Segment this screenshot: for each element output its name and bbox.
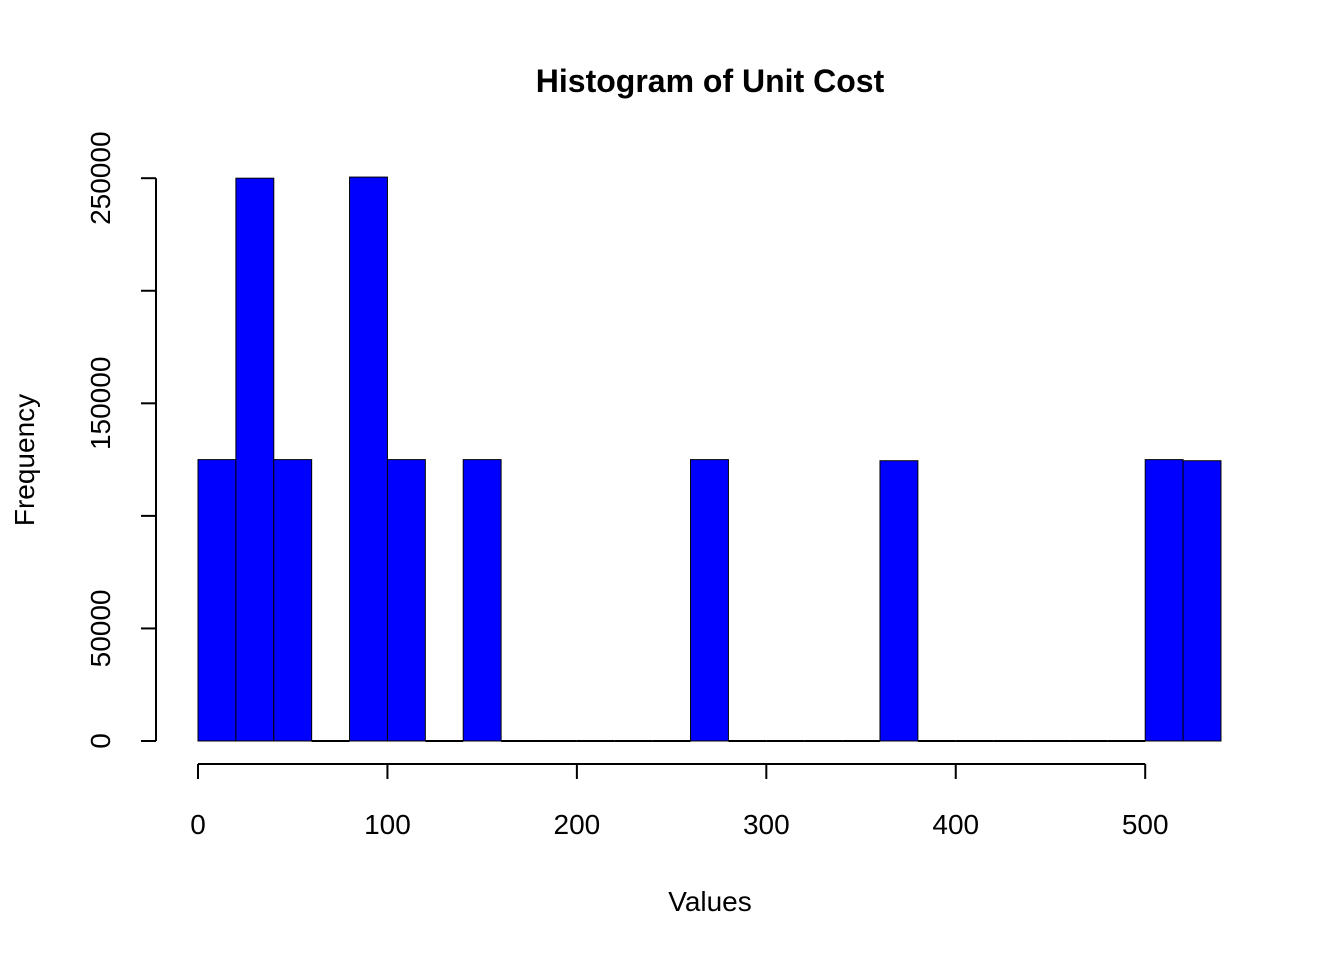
y-axis-label: Frequency <box>9 394 40 526</box>
histogram-bar <box>879 460 919 742</box>
x-tick-label: 0 <box>190 809 206 840</box>
y-tick-label: 150000 <box>85 357 116 450</box>
histogram-bar <box>386 459 426 742</box>
histogram-bar <box>1182 460 1222 742</box>
histogram-bar <box>273 459 313 742</box>
bars-group <box>197 176 1222 742</box>
histogram-bar <box>1144 459 1184 742</box>
histogram-bar <box>197 459 237 742</box>
x-tick-label: 500 <box>1122 809 1169 840</box>
y-axis: 0 50000 150000 250000 <box>85 131 157 749</box>
histogram-bar <box>690 459 729 742</box>
histogram-bar <box>349 176 388 742</box>
x-tick-label: 300 <box>743 809 790 840</box>
histogram-bar <box>235 177 275 742</box>
x-tick-label: 200 <box>554 809 601 840</box>
histogram-bar <box>462 459 502 742</box>
x-axis: 0 100 200 300 400 500 <box>190 763 1169 840</box>
x-tick-label: 400 <box>932 809 979 840</box>
x-axis-label: Values <box>668 886 752 917</box>
y-tick-label: 50000 <box>85 590 116 668</box>
chart-title: Histogram of Unit Cost <box>536 63 885 99</box>
y-tick-label: 250000 <box>85 131 116 224</box>
x-tick-label: 100 <box>364 809 411 840</box>
y-tick-label: 0 <box>85 733 116 749</box>
